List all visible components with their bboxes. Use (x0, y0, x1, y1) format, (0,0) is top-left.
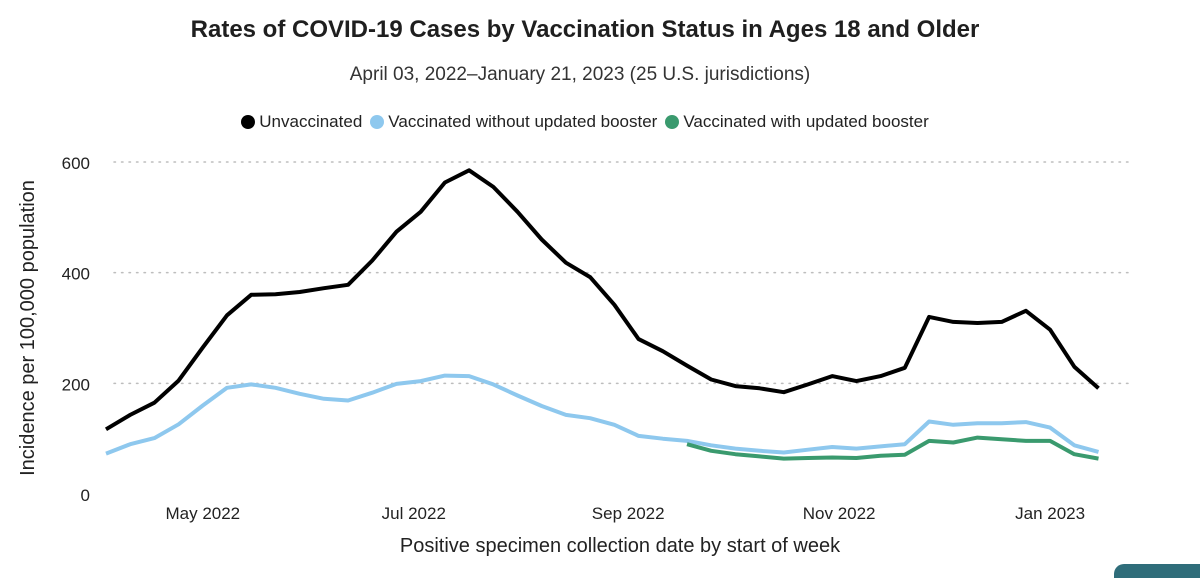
y-axis-ticks: 0 200 400 600 (62, 154, 90, 505)
legend-item-unvaccinated[interactable]: Unvaccinated (241, 112, 362, 132)
series-line-1[interactable] (105, 373, 1100, 456)
corner-tab[interactable] (1114, 564, 1200, 578)
x-tick-label-3: Nov 2022 (803, 504, 876, 523)
chart-title: Rates of COVID-19 Cases by Vaccination S… (190, 16, 980, 43)
chart-legend: Unvaccinated Vaccinated without updated … (0, 112, 1170, 132)
legend-label-vaccinated-with-booster: Vaccinated with updated booster (683, 112, 929, 131)
y-axis-label: Incidence per 100,000 population (17, 180, 39, 476)
chart-subtitle: April 03, 2022–January 21, 2023 (25 U.S.… (349, 64, 811, 85)
y-tick-label-400: 400 (62, 265, 90, 284)
y-tick-label-200: 200 (62, 375, 90, 394)
series-line-2[interactable] (686, 435, 1099, 461)
legend-label-vaccinated-without-booster: Vaccinated without updated booster (388, 112, 658, 131)
x-tick-label-2: Sep 2022 (592, 504, 665, 523)
legend-marker-unvaccinated (241, 115, 256, 129)
x-axis-ticks: May 2022 Jul 2022 Sep 2022 Nov 2022 Jan 2023 (165, 504, 1085, 523)
legend-item-vaccinated-with-booster[interactable]: Vaccinated with updated booster (665, 112, 929, 132)
x-axis-label: Positive specimen collection date by sta… (400, 535, 841, 557)
legend-marker-vaccinated-without-booster (370, 115, 385, 129)
gridlines (113, 161, 1135, 385)
legend-label-unvaccinated: Unvaccinated (259, 112, 363, 131)
y-tick-label-600: 600 (62, 154, 90, 173)
y-tick-label-0: 0 (81, 486, 90, 505)
legend-marker-vaccinated-with-booster (665, 115, 680, 129)
x-tick-label-1: Jul 2022 (382, 504, 446, 523)
x-tick-label-0: May 2022 (165, 504, 240, 523)
series-line-0[interactable] (104, 168, 1100, 432)
series-lines (104, 168, 1100, 461)
legend-item-vaccinated-without-booster[interactable]: Vaccinated without updated booster (370, 112, 657, 132)
x-tick-label-4: Jan 2023 (1015, 504, 1085, 523)
